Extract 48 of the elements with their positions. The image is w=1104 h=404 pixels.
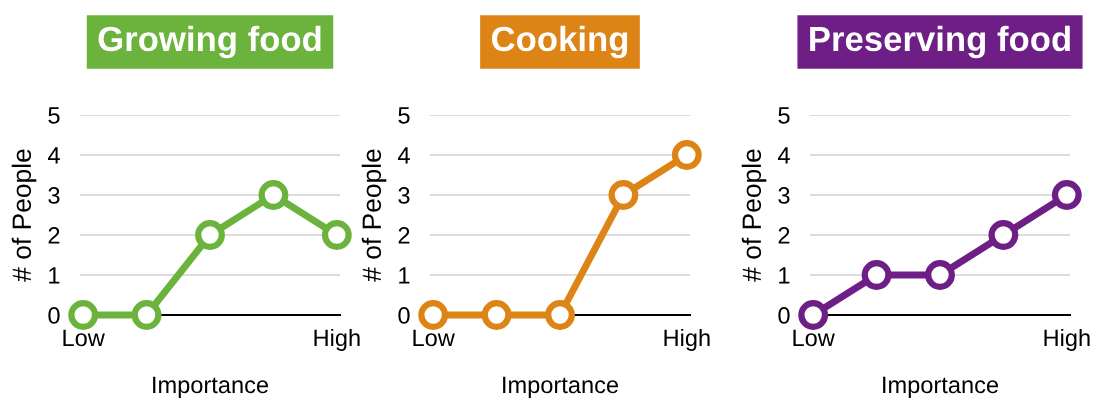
y-tick-label: 5 <box>48 107 60 124</box>
y-tick-label: 3 <box>398 187 410 204</box>
y-axis-title: # of People <box>741 149 767 282</box>
point <box>258 180 289 210</box>
y-tick-label: 2 <box>48 227 60 244</box>
point <box>321 220 352 250</box>
y-tick-label: 0 <box>398 307 410 324</box>
x-tick-label: High <box>314 328 360 351</box>
point <box>481 300 512 330</box>
x-tick-label: High <box>1044 328 1090 351</box>
point <box>418 300 449 330</box>
point <box>798 300 829 330</box>
y-tick-label: 2 <box>398 227 410 244</box>
y-tick-label: 0 <box>778 307 790 324</box>
point <box>68 300 99 330</box>
x-axis-title: Importance <box>883 376 999 398</box>
y-tick-label: 5 <box>778 107 790 124</box>
point <box>131 300 162 330</box>
x-tick-label: Low <box>793 329 835 347</box>
y-tick-label: 1 <box>779 267 790 284</box>
y-tick-label: 3 <box>778 187 790 204</box>
x-tick-label: High <box>664 328 710 351</box>
point <box>988 220 1019 250</box>
y-tick-label: 2 <box>778 227 790 244</box>
point <box>545 300 575 330</box>
y-tick-label: 4 <box>397 147 410 164</box>
y-tick-label: 5 <box>398 107 410 124</box>
x-axis-title: Importance <box>503 376 619 398</box>
y-tick-label: 4 <box>47 147 60 164</box>
point <box>925 260 955 290</box>
chart-title: Preserving food <box>810 25 1070 59</box>
y-tick-label: 0 <box>48 307 60 324</box>
y-tick-label: 1 <box>399 267 410 284</box>
y-tick-label: 4 <box>777 147 790 164</box>
chart-title: Growing food <box>98 25 321 59</box>
y-axis-title: # of People <box>11 149 37 282</box>
y-tick-label: 1 <box>49 267 60 284</box>
point <box>861 260 892 290</box>
point <box>608 180 639 210</box>
x-tick-label: Low <box>63 329 105 347</box>
point <box>1051 180 1082 210</box>
chart-title: Cooking <box>492 25 628 59</box>
x-axis-title: Importance <box>153 376 269 398</box>
point <box>195 220 225 250</box>
y-tick-label: 3 <box>48 187 60 204</box>
y-axis-title: # of People <box>361 149 387 282</box>
x-tick-label: Low <box>413 329 455 347</box>
point <box>671 140 702 170</box>
